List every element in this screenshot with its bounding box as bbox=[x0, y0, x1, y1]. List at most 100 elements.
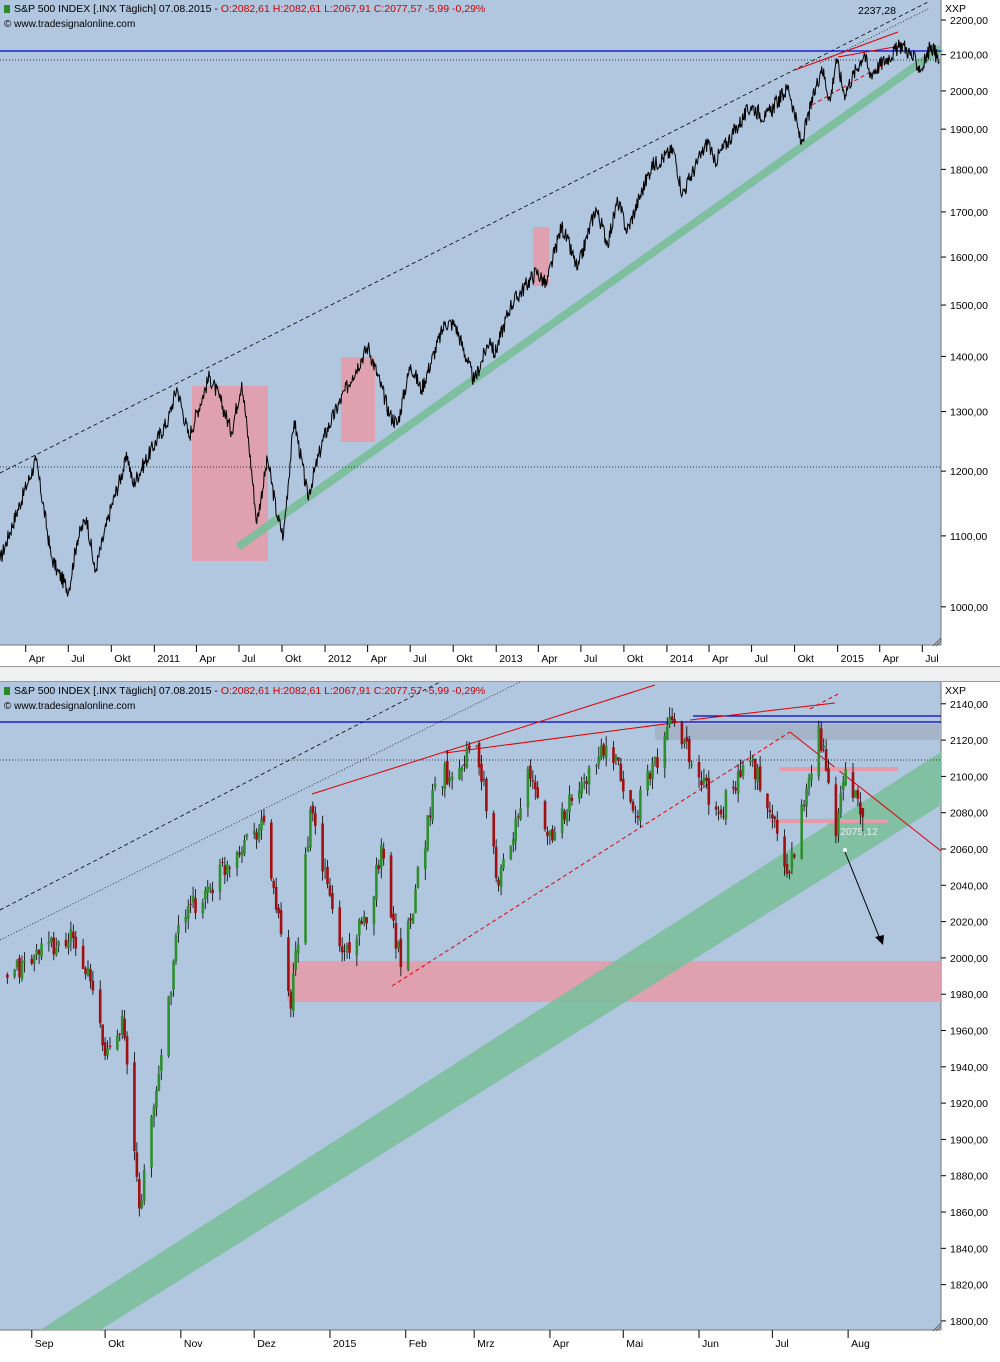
top-y-tick-label: 1900,00 bbox=[950, 124, 988, 136]
bottom-y-tick-label: 2020,00 bbox=[950, 917, 988, 929]
dashed-trendline-bottom bbox=[0, 682, 441, 911]
bottom-chart-panel: 2075,12 1800,00 1820,00 1840,00 1860,00 1880… bbox=[0, 682, 1000, 1362]
top-y-tick-label: 2200,00 bbox=[950, 15, 988, 27]
candle-body bbox=[480, 763, 483, 782]
candle-body bbox=[663, 736, 667, 769]
candle-body bbox=[155, 1090, 158, 1108]
top-x-tick-label: Jul bbox=[584, 653, 597, 665]
candle-body bbox=[639, 789, 642, 821]
candle-body bbox=[519, 808, 522, 820]
candle-body bbox=[565, 813, 569, 822]
candle-body bbox=[211, 889, 214, 894]
bottom-chart-header: S&P 500 INDEX [.INX Täglich] 07.08.2015 … bbox=[4, 685, 485, 697]
candle-body bbox=[448, 777, 452, 781]
candle-body bbox=[69, 929, 73, 942]
bottom-x-tick-label: Apr bbox=[553, 1338, 570, 1350]
candle-body bbox=[355, 938, 359, 956]
candle-body bbox=[758, 766, 762, 791]
candle-body bbox=[426, 815, 430, 850]
candle-body bbox=[443, 763, 447, 789]
candle-body bbox=[854, 790, 857, 798]
candle-body bbox=[118, 1033, 122, 1035]
candle-body bbox=[204, 889, 207, 900]
candle-body bbox=[570, 797, 574, 801]
candle-body bbox=[431, 789, 434, 821]
candle-body bbox=[189, 903, 192, 905]
candle-body bbox=[614, 755, 618, 761]
resize-grip-icon[interactable] bbox=[932, 637, 942, 647]
candle-body bbox=[72, 931, 75, 938]
candle-body bbox=[340, 946, 344, 953]
candle-body bbox=[86, 967, 90, 976]
candle-icon bbox=[4, 5, 10, 13]
candle-body bbox=[465, 747, 469, 768]
candle-body bbox=[345, 945, 349, 951]
candle-body bbox=[516, 816, 520, 818]
candle-body bbox=[714, 806, 718, 810]
bottom-x-tick-label: Mai bbox=[626, 1338, 643, 1350]
bottom-x-axis-area bbox=[0, 1330, 941, 1362]
bottom-x-tick-label: Feb bbox=[409, 1338, 427, 1350]
candle-body bbox=[294, 950, 298, 971]
candle-body bbox=[15, 960, 19, 968]
panel-separator[interactable] bbox=[0, 666, 1000, 682]
candle-body bbox=[460, 767, 464, 772]
candle-body bbox=[35, 949, 38, 955]
candle-body bbox=[160, 1055, 163, 1071]
candle-body bbox=[372, 896, 376, 925]
candle-body bbox=[270, 822, 273, 879]
candle-body bbox=[184, 916, 188, 923]
candle-body bbox=[91, 980, 95, 991]
candle-body bbox=[323, 867, 327, 869]
candle-body bbox=[379, 845, 383, 868]
candle-body bbox=[719, 809, 723, 815]
source-label: © www.tradesignalonline.com bbox=[4, 19, 136, 30]
candle-body bbox=[819, 728, 823, 752]
candle-body bbox=[631, 801, 635, 811]
candle-body bbox=[411, 914, 415, 924]
pink-level-2108 bbox=[780, 767, 898, 771]
candle-body bbox=[526, 769, 530, 808]
top-y-tick-label: 1600,00 bbox=[950, 252, 988, 264]
candle-body bbox=[536, 787, 540, 798]
bottom-x-tick-label: Nov bbox=[184, 1338, 203, 1350]
candle-body bbox=[788, 871, 791, 873]
candle-body bbox=[343, 950, 346, 952]
candle-body bbox=[252, 830, 256, 834]
candle-body bbox=[235, 852, 239, 868]
candle-body bbox=[810, 773, 813, 781]
candle-body bbox=[172, 960, 175, 990]
candle-body bbox=[817, 725, 821, 777]
top-y-tick-label: 1000,00 bbox=[950, 602, 988, 614]
candle-body bbox=[580, 781, 584, 794]
candle-body bbox=[81, 945, 85, 969]
candle-body bbox=[551, 829, 554, 841]
candle-body bbox=[741, 765, 745, 776]
candle-body bbox=[223, 865, 227, 875]
top-chart-svg: 1000,00 1100,00 1200,00 1300,00 1400,00 1500,… bbox=[0, 0, 1000, 666]
candle-body bbox=[648, 773, 652, 780]
candle-body bbox=[13, 969, 16, 977]
candle-body bbox=[621, 778, 625, 792]
candle-body bbox=[646, 770, 650, 791]
candle-body bbox=[477, 743, 481, 768]
resize-grip-icon-bottom[interactable] bbox=[932, 1322, 942, 1332]
bottom-y-tick-label: 1900,00 bbox=[950, 1134, 988, 1146]
candle-body bbox=[377, 865, 381, 870]
candle-body bbox=[50, 938, 53, 943]
red-dashed-channel bbox=[391, 731, 791, 987]
candle-body bbox=[37, 950, 41, 955]
candle-body bbox=[793, 854, 796, 857]
green-trend-channel bbox=[235, 44, 944, 551]
candle-body bbox=[228, 867, 232, 869]
candle-body bbox=[670, 716, 674, 721]
candle-body bbox=[186, 906, 190, 919]
candle-body bbox=[790, 852, 794, 870]
candle-body bbox=[142, 1170, 146, 1201]
candle-body bbox=[445, 760, 449, 785]
candle-body bbox=[531, 780, 535, 782]
ohlc-label: O:2082,61 H:2082,61 L:2067,91 C:2077,57 … bbox=[220, 3, 486, 15]
candle-body bbox=[604, 745, 608, 759]
top-chart-panel: 1000,00 1100,00 1200,00 1300,00 1400,00 1500,… bbox=[0, 0, 1000, 666]
top-x-tick-label: Okt bbox=[114, 653, 130, 665]
